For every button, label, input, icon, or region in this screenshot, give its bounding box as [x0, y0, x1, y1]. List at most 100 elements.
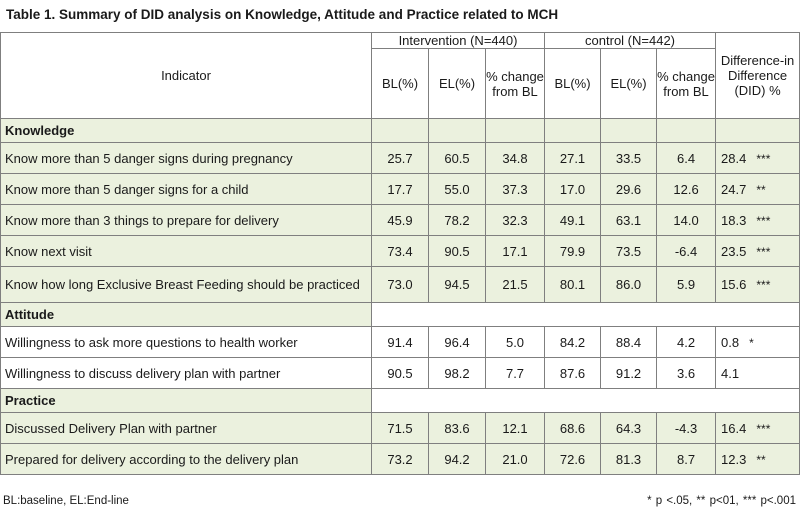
indicator-cell: Know more than 3 things to prepare for d… — [0, 204, 372, 236]
did-cell: 24.7 ** — [715, 173, 800, 205]
int-el-cell: 83.6 — [428, 412, 486, 444]
significance-marker: *** — [756, 278, 771, 292]
indicator-cell: Know more than 5 danger signs for a chil… — [0, 173, 372, 205]
ctl-bl-cell: 27.1 — [544, 142, 602, 174]
ctl-el-cell: 81.3 — [600, 443, 658, 475]
did-cell: 12.3 ** — [715, 443, 800, 475]
empty-cell — [656, 118, 717, 143]
indicator-cell: Willingness to discuss delivery plan wit… — [0, 357, 372, 389]
table-row: Willingness to ask more questions to hea… — [0, 326, 800, 358]
section-row: Attitude — [0, 302, 800, 327]
section-label: Attitude — [0, 302, 372, 327]
did-value: 23.5 — [721, 243, 747, 259]
significance-marker: *** — [756, 213, 771, 228]
empty-cell — [484, 118, 546, 143]
table-row: Know more than 3 things to prepare for d… — [0, 204, 800, 236]
did-header: Difference-in Difference (DID) % — [715, 32, 800, 119]
int-el-cell: 94.5 — [428, 266, 486, 303]
ctl-bl-cell: 72.6 — [544, 443, 602, 475]
did-value: 28.4 — [721, 150, 747, 166]
ctl-bl-cell: 80.1 — [544, 266, 602, 303]
table-row: Know how long Exclusive Breast Feeding s… — [0, 266, 800, 303]
significance-marker: ** — [756, 452, 766, 467]
ctl-change-cell: 14.0 — [656, 204, 717, 236]
intervention-group-header: Intervention (N=440) — [370, 32, 546, 49]
ctl-change-cell: -4.3 — [656, 412, 717, 444]
significance-marker: ** — [756, 182, 766, 197]
ctl-change-cell: 3.6 — [656, 357, 717, 389]
int-bl-cell: 17.7 — [371, 173, 429, 205]
int-bl-cell: 45.9 — [371, 204, 429, 236]
ctl-bl-cell: 17.0 — [544, 173, 602, 205]
ctl-change-cell: 8.7 — [656, 443, 717, 475]
section-row: Knowledge — [0, 118, 800, 143]
indicator-cell: Know next visit — [0, 235, 372, 267]
empty-cell — [370, 302, 800, 327]
table-row: Know more than 5 danger signs for a chil… — [0, 173, 800, 205]
ctl-change-cell: 5.9 — [656, 266, 717, 303]
control-bl-header: BL(%) — [544, 48, 602, 119]
empty-cell — [370, 388, 800, 413]
did-value: 4.1 — [721, 365, 740, 381]
did-cell: 15.6 *** — [715, 266, 800, 303]
int-change-cell: 21.5 — [484, 266, 546, 303]
did-value: 24.7 — [721, 181, 747, 197]
int-bl-cell: 25.7 — [371, 142, 429, 174]
ctl-el-cell: 64.3 — [600, 412, 658, 444]
ctl-el-cell: 88.4 — [600, 326, 658, 358]
ctl-change-cell: -6.4 — [656, 235, 717, 267]
did-cell: 18.3 *** — [715, 204, 800, 236]
int-change-cell: 21.0 — [484, 443, 546, 475]
did-value: 16.4 — [721, 420, 747, 436]
indicator-cell: Know how long Exclusive Breast Feeding s… — [0, 266, 372, 303]
int-el-cell: 94.2 — [428, 443, 486, 475]
ctl-el-cell: 33.5 — [600, 142, 658, 174]
int-el-cell: 98.2 — [428, 357, 486, 389]
indicator-header: Indicator — [0, 32, 372, 119]
significance-marker: *** — [756, 244, 771, 259]
intervention-change-header: % change from BL — [484, 48, 546, 119]
int-change-cell: 17.1 — [484, 235, 546, 267]
int-el-cell: 96.4 — [428, 326, 486, 358]
int-el-cell: 60.5 — [428, 142, 486, 174]
significance-marker: * — [749, 335, 754, 350]
footnote-significance: * p <.05, ** p<01, *** p<.001 — [647, 495, 796, 507]
int-bl-cell: 71.5 — [371, 412, 429, 444]
ctl-bl-cell: 87.6 — [544, 357, 602, 389]
ctl-el-cell: 29.6 — [600, 173, 658, 205]
intervention-el-header: EL(%) — [428, 48, 486, 119]
int-change-cell: 7.7 — [484, 357, 546, 389]
int-change-cell: 12.1 — [484, 412, 546, 444]
int-change-cell: 37.3 — [484, 173, 546, 205]
ctl-bl-cell: 79.9 — [544, 235, 602, 267]
ctl-el-cell: 63.1 — [600, 204, 658, 236]
ctl-change-cell: 4.2 — [656, 326, 717, 358]
empty-cell — [600, 118, 658, 143]
ctl-el-cell: 91.2 — [600, 357, 658, 389]
table-row: Know more than 5 danger signs during pre… — [0, 142, 800, 174]
did-cell: 28.4 *** — [715, 142, 800, 174]
int-bl-cell: 73.4 — [371, 235, 429, 267]
int-bl-cell: 73.2 — [371, 443, 429, 475]
ctl-el-cell: 73.5 — [600, 235, 658, 267]
intervention-bl-header: BL(%) — [371, 48, 429, 119]
empty-cell — [715, 118, 800, 143]
did-cell: 23.5 *** — [715, 235, 800, 267]
did-summary-table: Indicator Intervention (N=440) control (… — [0, 32, 800, 475]
indicator-cell: Willingness to ask more questions to hea… — [0, 326, 372, 358]
indicator-cell: Prepared for delivery according to the d… — [0, 443, 372, 475]
control-change-header: % change from BL — [656, 48, 717, 119]
significance-marker: *** — [756, 151, 771, 166]
int-change-cell: 5.0 — [484, 326, 546, 358]
ctl-bl-cell: 68.6 — [544, 412, 602, 444]
control-el-header: EL(%) — [600, 48, 658, 119]
int-bl-cell: 90.5 — [371, 357, 429, 389]
did-cell: 4.1 — [715, 357, 800, 389]
int-el-cell: 90.5 — [428, 235, 486, 267]
table-title: Table 1. Summary of DID analysis on Know… — [6, 7, 559, 22]
indicator-cell: Discussed Delivery Plan with partner — [0, 412, 372, 444]
ctl-change-cell: 6.4 — [656, 142, 717, 174]
did-value: 12.3 — [721, 451, 747, 467]
ctl-change-cell: 12.6 — [656, 173, 717, 205]
did-value: 18.3 — [721, 212, 747, 228]
